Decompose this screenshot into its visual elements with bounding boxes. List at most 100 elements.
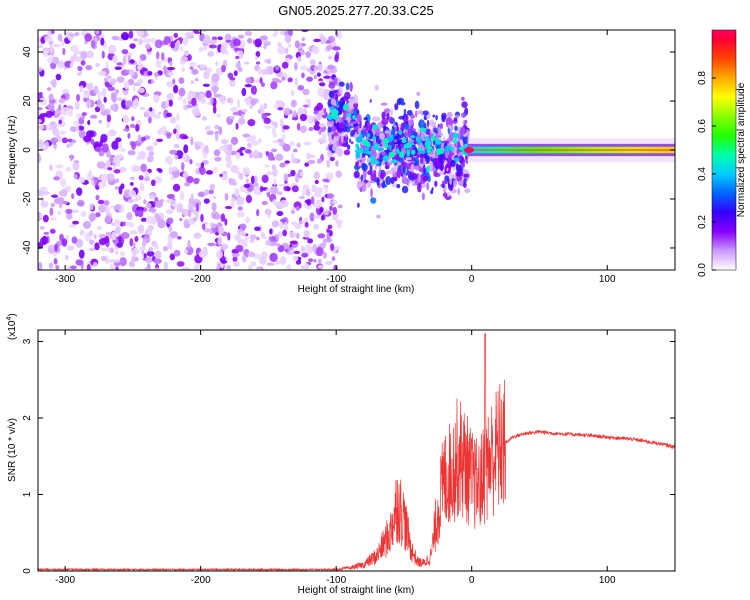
heatmap-cell bbox=[404, 117, 408, 122]
heatmap-cell bbox=[238, 172, 244, 180]
heatmap-cell bbox=[173, 249, 181, 257]
snr-panel: -300 -200 -100 0 100 0 1 2 3 Height of straight… bbox=[6, 313, 676, 596]
heatmap-cell bbox=[380, 102, 388, 106]
heatmap-cell bbox=[52, 44, 61, 48]
heatmap-cell bbox=[258, 137, 262, 144]
heatmap-cell bbox=[98, 119, 102, 124]
heatmap-cell bbox=[111, 231, 117, 241]
heatmap-cell bbox=[204, 189, 210, 196]
heatmap-cell bbox=[298, 106, 304, 115]
heatmap-cell bbox=[445, 152, 449, 159]
heatmap-cell bbox=[163, 35, 171, 46]
heatmap-cell bbox=[213, 87, 217, 97]
heatmap-cell bbox=[275, 260, 281, 265]
heatmap-cell bbox=[154, 72, 159, 78]
heatmap-cell bbox=[410, 135, 416, 139]
heatmap-cell bbox=[75, 124, 80, 133]
heatmap-cell bbox=[297, 56, 302, 63]
heatmap-cell bbox=[459, 127, 464, 138]
heatmap-cell bbox=[435, 139, 442, 145]
heatmap-cell bbox=[369, 155, 376, 160]
heatmap-cell bbox=[54, 110, 58, 117]
heatmap-cell bbox=[381, 151, 387, 156]
y-tick-label: 20 bbox=[22, 95, 33, 107]
heatmap-cell bbox=[219, 173, 223, 177]
heatmap-cell bbox=[306, 160, 316, 164]
heatmap-cell bbox=[256, 208, 260, 217]
heatmap-cell bbox=[317, 233, 326, 239]
heatmap-cell bbox=[154, 39, 163, 49]
heatmap-cell bbox=[365, 146, 370, 152]
y-tick-label: 40 bbox=[22, 46, 33, 58]
heatmap-cell bbox=[239, 146, 246, 151]
heatmap-cell bbox=[416, 91, 421, 96]
heatmap-cell bbox=[123, 128, 130, 132]
heatmap-cell bbox=[367, 170, 373, 176]
heatmap-cell bbox=[313, 124, 321, 131]
heatmap-cell bbox=[279, 256, 287, 265]
heatmap-cell bbox=[54, 243, 58, 253]
heatmap-cell bbox=[339, 85, 343, 95]
heatmap-cell bbox=[172, 166, 178, 172]
heatmap-cell bbox=[149, 37, 157, 44]
heatmap-cell bbox=[146, 145, 154, 152]
heatmap-cell bbox=[197, 94, 202, 102]
heatmap-cell bbox=[255, 50, 261, 58]
heatmap-cell bbox=[174, 154, 179, 160]
heatmap-cell bbox=[220, 260, 228, 264]
heatmap-cell bbox=[208, 44, 218, 49]
heatmap-cell bbox=[307, 258, 314, 262]
heatmap-cell bbox=[266, 58, 272, 65]
heatmap-cell bbox=[158, 127, 167, 134]
heatmap-cell bbox=[331, 109, 335, 116]
heatmap-cell bbox=[240, 113, 245, 118]
heatmap-cell bbox=[201, 116, 207, 121]
spectrogram-x-ticks: -300 -200 -100 0 100 bbox=[55, 30, 616, 285]
heatmap-cell bbox=[116, 242, 123, 248]
heatmap-cell bbox=[195, 144, 200, 151]
heatmap-cell bbox=[47, 245, 55, 249]
heatmap-cell bbox=[113, 204, 122, 211]
heatmap-cell bbox=[225, 149, 232, 156]
heatmap-cell bbox=[396, 168, 402, 179]
heatmap-cell bbox=[88, 230, 93, 237]
heatmap-cell bbox=[388, 134, 394, 138]
heatmap-cell bbox=[101, 50, 105, 59]
heatmap-cell bbox=[178, 77, 185, 85]
heatmap-cell bbox=[139, 182, 145, 192]
heatmap-cell bbox=[72, 220, 80, 225]
heatmap-cell bbox=[350, 141, 354, 145]
heatmap-cell bbox=[180, 56, 189, 62]
heatmap-cell bbox=[366, 132, 371, 138]
heatmap-cell bbox=[229, 150, 238, 156]
heatmap-cell bbox=[189, 159, 193, 165]
heatmap-cell bbox=[356, 165, 359, 172]
heatmap-cell bbox=[326, 228, 330, 233]
heatmap-cell bbox=[273, 104, 280, 109]
heatmap-cell bbox=[331, 144, 339, 152]
heatmap-cell bbox=[342, 111, 347, 120]
heatmap-cell bbox=[382, 162, 385, 166]
heatmap-cell bbox=[356, 180, 361, 190]
heatmap-cell bbox=[313, 259, 317, 263]
heatmap-cell bbox=[137, 209, 144, 218]
heatmap-cell bbox=[344, 126, 348, 131]
heatmap-cell bbox=[401, 185, 409, 194]
heatmap-cell bbox=[66, 143, 71, 148]
heatmap-cell bbox=[438, 170, 446, 175]
heatmap-cell bbox=[193, 264, 199, 270]
heatmap-cell bbox=[213, 166, 218, 173]
heatmap-cell bbox=[206, 130, 214, 136]
heatmap-cell bbox=[214, 81, 219, 86]
heatmap-cell bbox=[212, 195, 217, 200]
heatmap-cell bbox=[103, 200, 110, 206]
heatmap-cell bbox=[47, 30, 52, 37]
heatmap-cell bbox=[78, 129, 86, 139]
heatmap-cell bbox=[95, 194, 100, 201]
heatmap-cell bbox=[71, 209, 79, 214]
heatmap-cell bbox=[216, 113, 221, 118]
heatmap-cell bbox=[73, 56, 82, 62]
heatmap-cell bbox=[366, 157, 370, 164]
heatmap-cell bbox=[145, 202, 152, 209]
heatmap-cell bbox=[145, 256, 153, 264]
